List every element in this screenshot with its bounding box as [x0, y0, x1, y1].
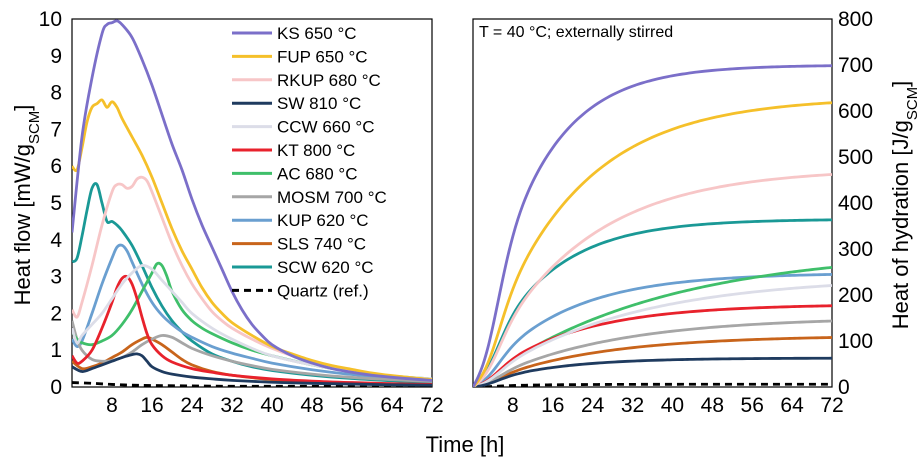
left-series-line-quartz-ref	[72, 381, 432, 387]
left-y-axis-label-main: Heat flow [mW/g	[10, 144, 35, 305]
right-x-tick-label: 24	[581, 394, 605, 417]
legend-label-rkup-680-c: RKUP 680 °C	[277, 71, 381, 90]
left-y-tick-label: 7	[50, 118, 62, 141]
right-y-tick-label: 700	[838, 54, 873, 77]
right-series-line-ccw-660-c	[473, 284, 832, 387]
right-y-tick-label: 500	[838, 146, 873, 169]
left-series-line-kt-800-c	[72, 274, 432, 386]
right-y-tick-label: 400	[838, 192, 873, 215]
left-series-line-mosm-700-c	[72, 320, 432, 383]
left-y-tick-label: 5	[50, 192, 62, 215]
left-x-tick-label: 64	[380, 394, 404, 417]
right-y-tick-label: 300	[838, 238, 873, 261]
legend-label-scw-620-c: SCW 620 °C	[277, 258, 374, 277]
left-y-tick-label: 3	[50, 266, 62, 289]
right-series-line-mosm-700-c	[473, 319, 832, 387]
legend-label-kup-620-c: KUP 620 °C	[277, 211, 369, 230]
right-series-line-fup-650-c	[473, 101, 832, 387]
left-y-axis-label: Heat flow [mW/gSCM]	[10, 105, 43, 306]
legend-label-ac-680-c: AC 680 °C	[277, 164, 358, 183]
left-x-tick-label: 48	[300, 394, 323, 417]
right-y-tick-label: 200	[838, 284, 873, 307]
left-y-tick-label: 10	[39, 8, 62, 31]
left-x-tick-label: 40	[260, 394, 283, 417]
legend-label-ks-650-c: KS 650 °C	[277, 24, 357, 43]
legend-label-kt-800-c: KT 800 °C	[277, 141, 355, 160]
left-x-tick-label: 56	[340, 394, 363, 417]
left-y-tick-label: 6	[50, 155, 62, 178]
right-y-tick-label: 800	[838, 8, 873, 31]
right-x-tick-label: 72	[820, 394, 843, 417]
left-y-tick-label: 8	[50, 82, 62, 105]
right-chart-panel: 8 16 24 32 40 48 56 64 720 100 200 300 400 500 600 700 8…	[472, 8, 921, 417]
right-annotation: T = 40 °C; externally stirred	[479, 24, 673, 41]
legend-label-sw-810-c: SW 810 °C	[277, 94, 361, 113]
legend-label-mosm-700-c: MOSM 700 °C	[277, 188, 387, 207]
left-y-axis-label-end: ]	[10, 105, 35, 111]
right-y-tick-label: 600	[838, 100, 873, 123]
right-series-line-kt-800-c	[473, 304, 832, 387]
right-x-tick-label: 40	[661, 394, 684, 417]
right-y-axis-label-sub: SCM	[904, 87, 921, 120]
legend-label-fup-650-c: FUP 650 °C	[277, 47, 368, 66]
right-y-axis-label-main: Heat of hydration [J/g	[888, 120, 913, 329]
legend-label-sls-740-c: SLS 740 °C	[277, 235, 366, 254]
right-x-tick-label: 64	[780, 394, 804, 417]
left-x-tick-label: 16	[140, 394, 163, 417]
right-y-tick-label: 100	[838, 330, 873, 353]
left-series-line-ks-650-c	[72, 19, 432, 382]
right-series-line-sls-740-c	[473, 336, 832, 387]
left-x-tick-label: 8	[106, 394, 118, 417]
left-y-tick-label: 1	[50, 339, 62, 362]
right-series-line-sw-810-c	[473, 356, 832, 387]
right-y-tick-label: 0	[838, 376, 850, 399]
right-series-line-rkup-680-c	[473, 173, 832, 387]
left-x-tick-label: 24	[180, 394, 204, 417]
left-series-line-ccw-660-c	[72, 264, 432, 381]
right-x-tick-label: 56	[741, 394, 764, 417]
left-y-tick-label: 4	[50, 229, 62, 252]
right-y-axis-label-end: ]	[888, 81, 913, 87]
right-x-tick-label: 8	[507, 394, 519, 417]
legend-label-ccw-660-c: CCW 660 °C	[277, 118, 374, 137]
left-y-tick-label: 9	[50, 45, 62, 68]
left-y-tick-label: 2	[50, 302, 62, 325]
right-series-line-ks-650-c	[473, 64, 832, 387]
left-series-group	[72, 19, 432, 387]
right-x-tick-label: 48	[701, 394, 724, 417]
x-axis-label: Time [h]	[426, 432, 505, 457]
left-y-axis-label-sub: SCM	[26, 111, 43, 144]
left-series-line-kup-620-c	[72, 243, 432, 382]
left-series-line-sw-810-c	[72, 352, 432, 387]
left-y-tick-label: 0	[50, 376, 62, 399]
left-x-tick-label: 72	[420, 394, 443, 417]
legend: KS 650 °C FUP 650 °C RKUP 680 °C SW 810 °C C…	[232, 24, 387, 300]
left-series-line-fup-650-c	[72, 98, 432, 382]
right-x-tick-label: 16	[541, 394, 564, 417]
right-y-axis-label: Heat of hydration [J/gSCM]	[888, 81, 921, 330]
left-x-tick-label: 32	[220, 394, 243, 417]
right-series-group	[473, 64, 832, 387]
right-x-tick-label: 32	[621, 394, 644, 417]
legend-label-quartz-ref: Quartz (ref.)	[277, 281, 369, 300]
